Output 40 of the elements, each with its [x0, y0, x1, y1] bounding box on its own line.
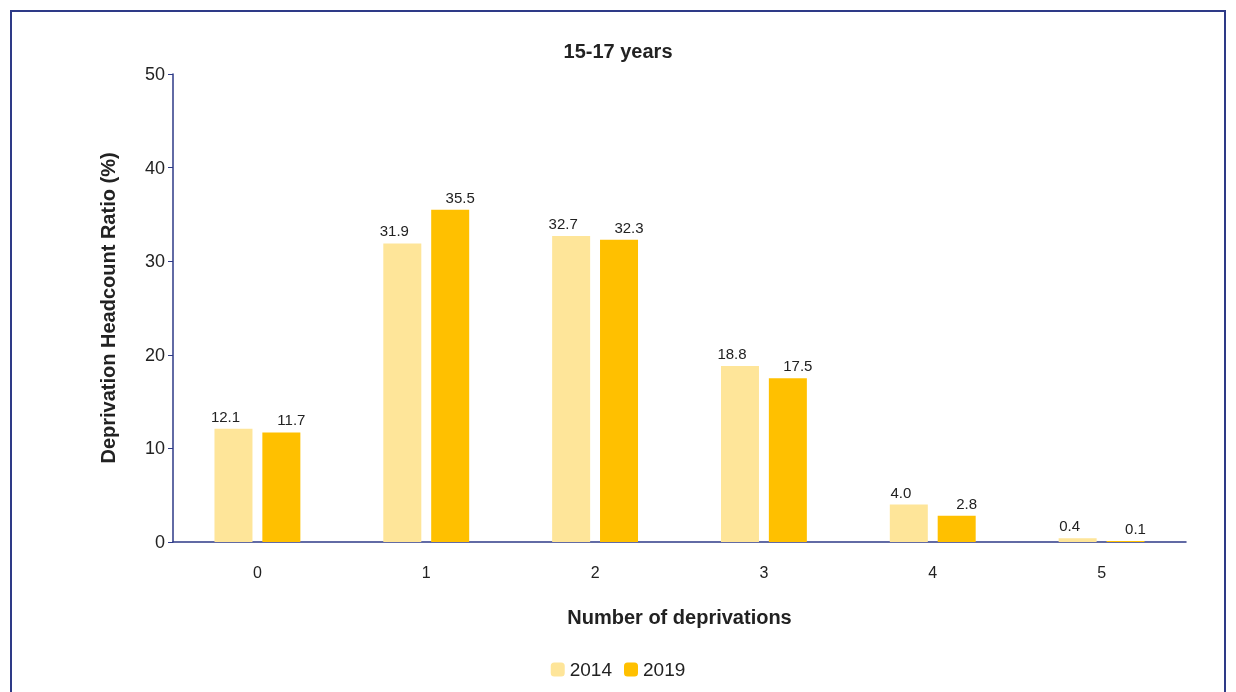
text: 32.7 [548, 214, 578, 232]
bar [431, 209, 470, 542]
y-tick-label: 0 [154, 532, 165, 552]
text: 0.1 [1125, 520, 1146, 538]
y-tick-label: 10 [144, 438, 165, 459]
bar [214, 428, 253, 542]
bar [262, 432, 301, 542]
bar [1058, 538, 1097, 542]
text: 31.9 [379, 222, 409, 240]
x-axis-title: Number of deprivations [567, 606, 792, 628]
text: 2.8 [956, 494, 978, 512]
text: 17.5 [783, 357, 813, 375]
chart-title: 15-17 years [563, 40, 673, 62]
bar [768, 378, 807, 542]
text: 18.8 [717, 345, 747, 363]
x-tick-label: 4 [928, 563, 938, 581]
x-tick-label: 0 [252, 563, 262, 581]
y-tick-label: 50 [144, 64, 165, 84]
legend-label: 2019 [643, 659, 686, 680]
y-axis-title: Deprivation Headcount Ratio (%) [97, 152, 119, 464]
text: 12.1 [210, 407, 241, 425]
text: 32.3 [614, 218, 644, 236]
bar [383, 243, 422, 542]
legend-label: 2014 [569, 659, 613, 680]
x-tick-label: 3 [759, 563, 769, 581]
y-tick-label: 20 [144, 344, 165, 365]
bar [600, 239, 639, 542]
bar [720, 366, 759, 542]
text: 35.5 [445, 188, 475, 206]
bar [937, 515, 976, 542]
text: 0.4 [1059, 517, 1081, 535]
x-tick-label: 2 [590, 563, 600, 581]
bar [889, 504, 928, 542]
x-tick-label: 1 [421, 563, 431, 581]
y-tick-label: 30 [144, 251, 165, 272]
bar [552, 235, 591, 542]
x-tick-label: 5 [1097, 563, 1107, 581]
text: 11.7 [277, 411, 306, 429]
text: 4.0 [890, 483, 912, 501]
y-tick-label: 40 [144, 157, 165, 178]
